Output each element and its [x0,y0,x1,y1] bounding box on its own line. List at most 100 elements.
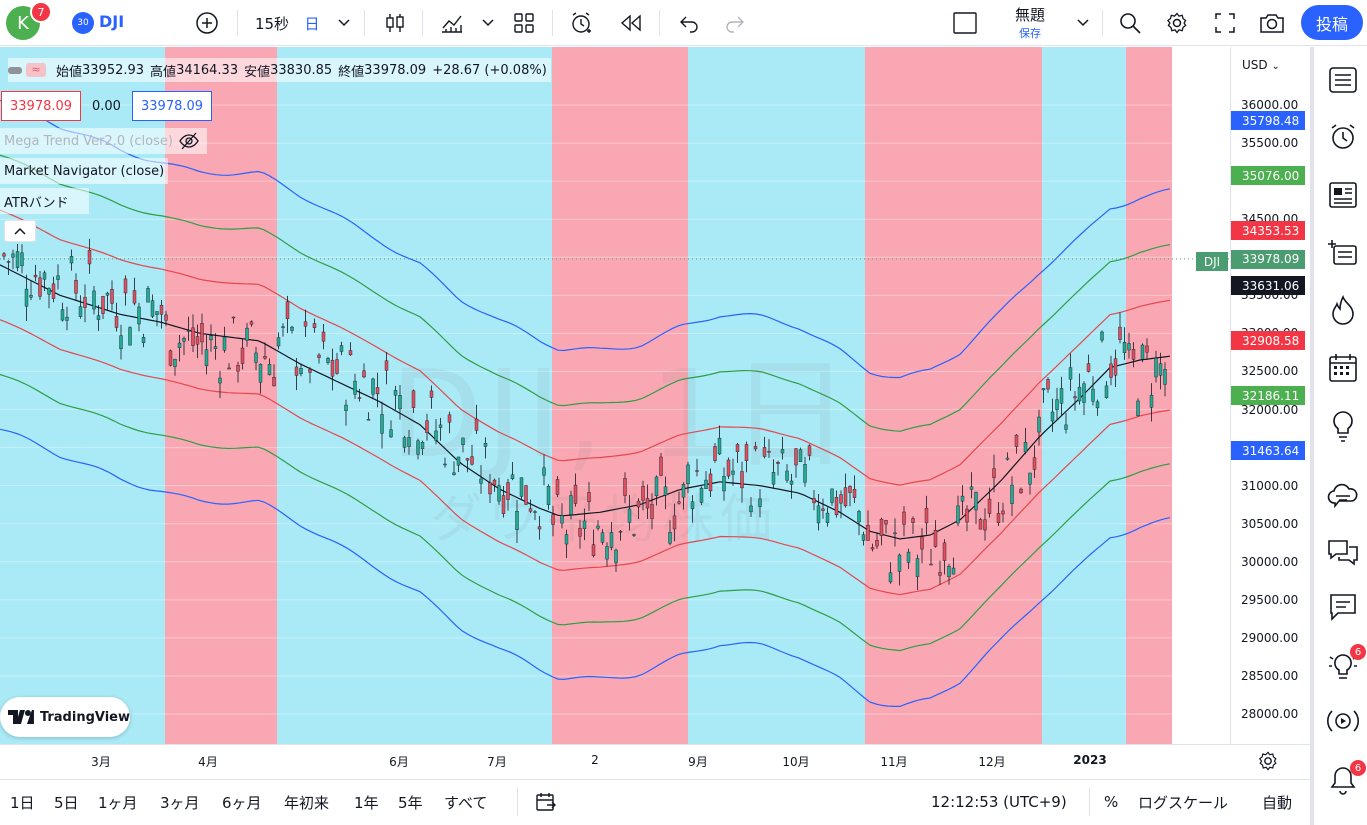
candle-down [672,515,677,530]
candle-down [240,347,245,364]
interval-15s-button[interactable]: 15秒 [254,14,290,33]
time-axis[interactable] [0,744,1310,778]
range-button[interactable]: 1年 [354,793,379,812]
range-button[interactable]: すべて [444,793,488,812]
candle-down [645,498,650,509]
publish-button[interactable]: 投稿 [1301,5,1363,40]
indicator-market-navigator[interactable]: Market Navigator (close) [0,158,169,184]
range-button[interactable]: 5年 [398,793,423,812]
tradingview-logo[interactable]: TradingView [0,697,130,737]
candle-down [488,482,492,495]
camera-icon[interactable] [1256,0,1288,46]
time-tick-label: 11月 [880,755,908,769]
range-button[interactable]: 年初来 [284,793,330,812]
notifications-bell-icon[interactable] [1320,760,1366,800]
range-button[interactable]: 1ヶ月 [98,793,138,812]
go-to-date-icon[interactable] [535,779,557,825]
candle-down [429,390,434,398]
candle-down [1001,510,1005,515]
price-tag: 35798.48 [1231,111,1305,131]
streams-icon[interactable] [1320,701,1366,741]
layout-name-button[interactable]: 無題 保存 [1005,4,1055,44]
range-button[interactable]: 1日 [10,793,35,812]
chevron-down-icon[interactable] [334,0,354,46]
candle-up [758,498,762,507]
high-value: 34164.33 [176,62,239,78]
band-middle-lower [0,373,1171,652]
candle-down [767,451,771,453]
range-button[interactable]: 5日 [54,793,79,812]
candle-down [726,459,731,477]
messages-icon[interactable] [1320,587,1366,627]
candle-up [438,424,443,428]
hotlist-flame-icon[interactable] [1320,290,1366,330]
compare-add-icon[interactable] [192,0,222,46]
range-button[interactable]: 3ヶ月 [160,793,200,812]
watchlist-icon[interactable] [1320,60,1366,100]
candle-up [731,470,735,475]
currency-label: USD [1242,58,1268,72]
chevron-down-icon[interactable] [478,0,498,46]
candle-down [987,498,992,514]
indicator-mega-trend[interactable]: Mega Trend Ver2.0 (close) [0,128,207,154]
candle-down [537,526,542,530]
percent-scale-toggle[interactable]: % [1104,793,1119,811]
candle-down [740,471,744,489]
price-tick-label: 32500.00 [1241,364,1299,379]
candle-up [1010,484,1014,504]
ask-price-box[interactable]: 33978.09 [132,91,213,121]
series-toggle-icon[interactable] [8,66,22,74]
calendar-icon[interactable] [1320,348,1366,388]
chats-icon[interactable] [1320,532,1366,572]
alert-clock-icon[interactable] [567,0,597,46]
auto-scale-toggle[interactable]: 自動 [1262,793,1293,812]
candle-down [465,458,470,461]
candle-up [407,437,411,447]
alarm-clock-icon[interactable] [1320,117,1366,157]
undo-icon[interactable] [674,0,704,46]
data-window-icon[interactable] [1320,233,1366,273]
trend-band-up [688,47,865,744]
fullscreen-icon[interactable] [1210,0,1240,46]
candle-up [222,336,227,351]
range-button[interactable]: 6ヶ月 [222,793,262,812]
candle-down [164,314,168,321]
layout-grid-icon[interactable] [509,0,539,46]
chart-canvas[interactable] [0,47,1230,744]
symbol-search-button[interactable]: DJI [99,12,125,31]
candles-icon[interactable] [380,0,410,46]
collapse-legend-button[interactable] [4,220,36,242]
bid-price-box[interactable]: 33978.09 [1,91,82,121]
candle-down [474,418,479,431]
candle-down [110,289,114,304]
currency-selector[interactable]: USD ⌄ [1242,58,1280,72]
candle-down [506,482,510,500]
replay-icon[interactable] [616,0,646,46]
news-icon[interactable] [1320,175,1366,215]
clock-timezone[interactable]: 12:12:53 (UTC+9) [931,793,1067,811]
avatar-letter: K [17,12,29,34]
chart-pane[interactable]: DJI, 1日 ダウ平均株価 [0,47,1230,744]
candle-down [677,501,681,504]
indicator-atr-band[interactable]: ATRバンド [0,188,89,214]
search-icon[interactable] [1115,0,1145,46]
ideas-lightbulb-icon[interactable] [1320,406,1366,446]
candle-up [371,378,375,395]
compare-wave-icon[interactable]: ≈ [26,63,46,77]
chart-settings-gear-icon[interactable] [1258,751,1278,775]
log-scale-toggle[interactable]: ログスケール [1138,793,1229,812]
chevron-down-icon[interactable] [1073,0,1093,46]
candle-up [722,476,726,492]
gear-icon[interactable] [1162,0,1192,46]
candle-down [636,500,641,508]
candle-up [969,486,974,490]
candle-up [1104,385,1109,398]
eye-off-icon[interactable] [179,132,199,154]
candle-up [353,380,357,395]
chat-cloud-icon[interactable] [1320,476,1366,516]
candle-up [956,505,960,524]
redo-icon[interactable] [720,0,750,46]
layout-square-icon[interactable] [950,0,980,46]
indicators-icon[interactable] [437,0,467,46]
interval-day-button[interactable]: 日 [304,14,320,33]
